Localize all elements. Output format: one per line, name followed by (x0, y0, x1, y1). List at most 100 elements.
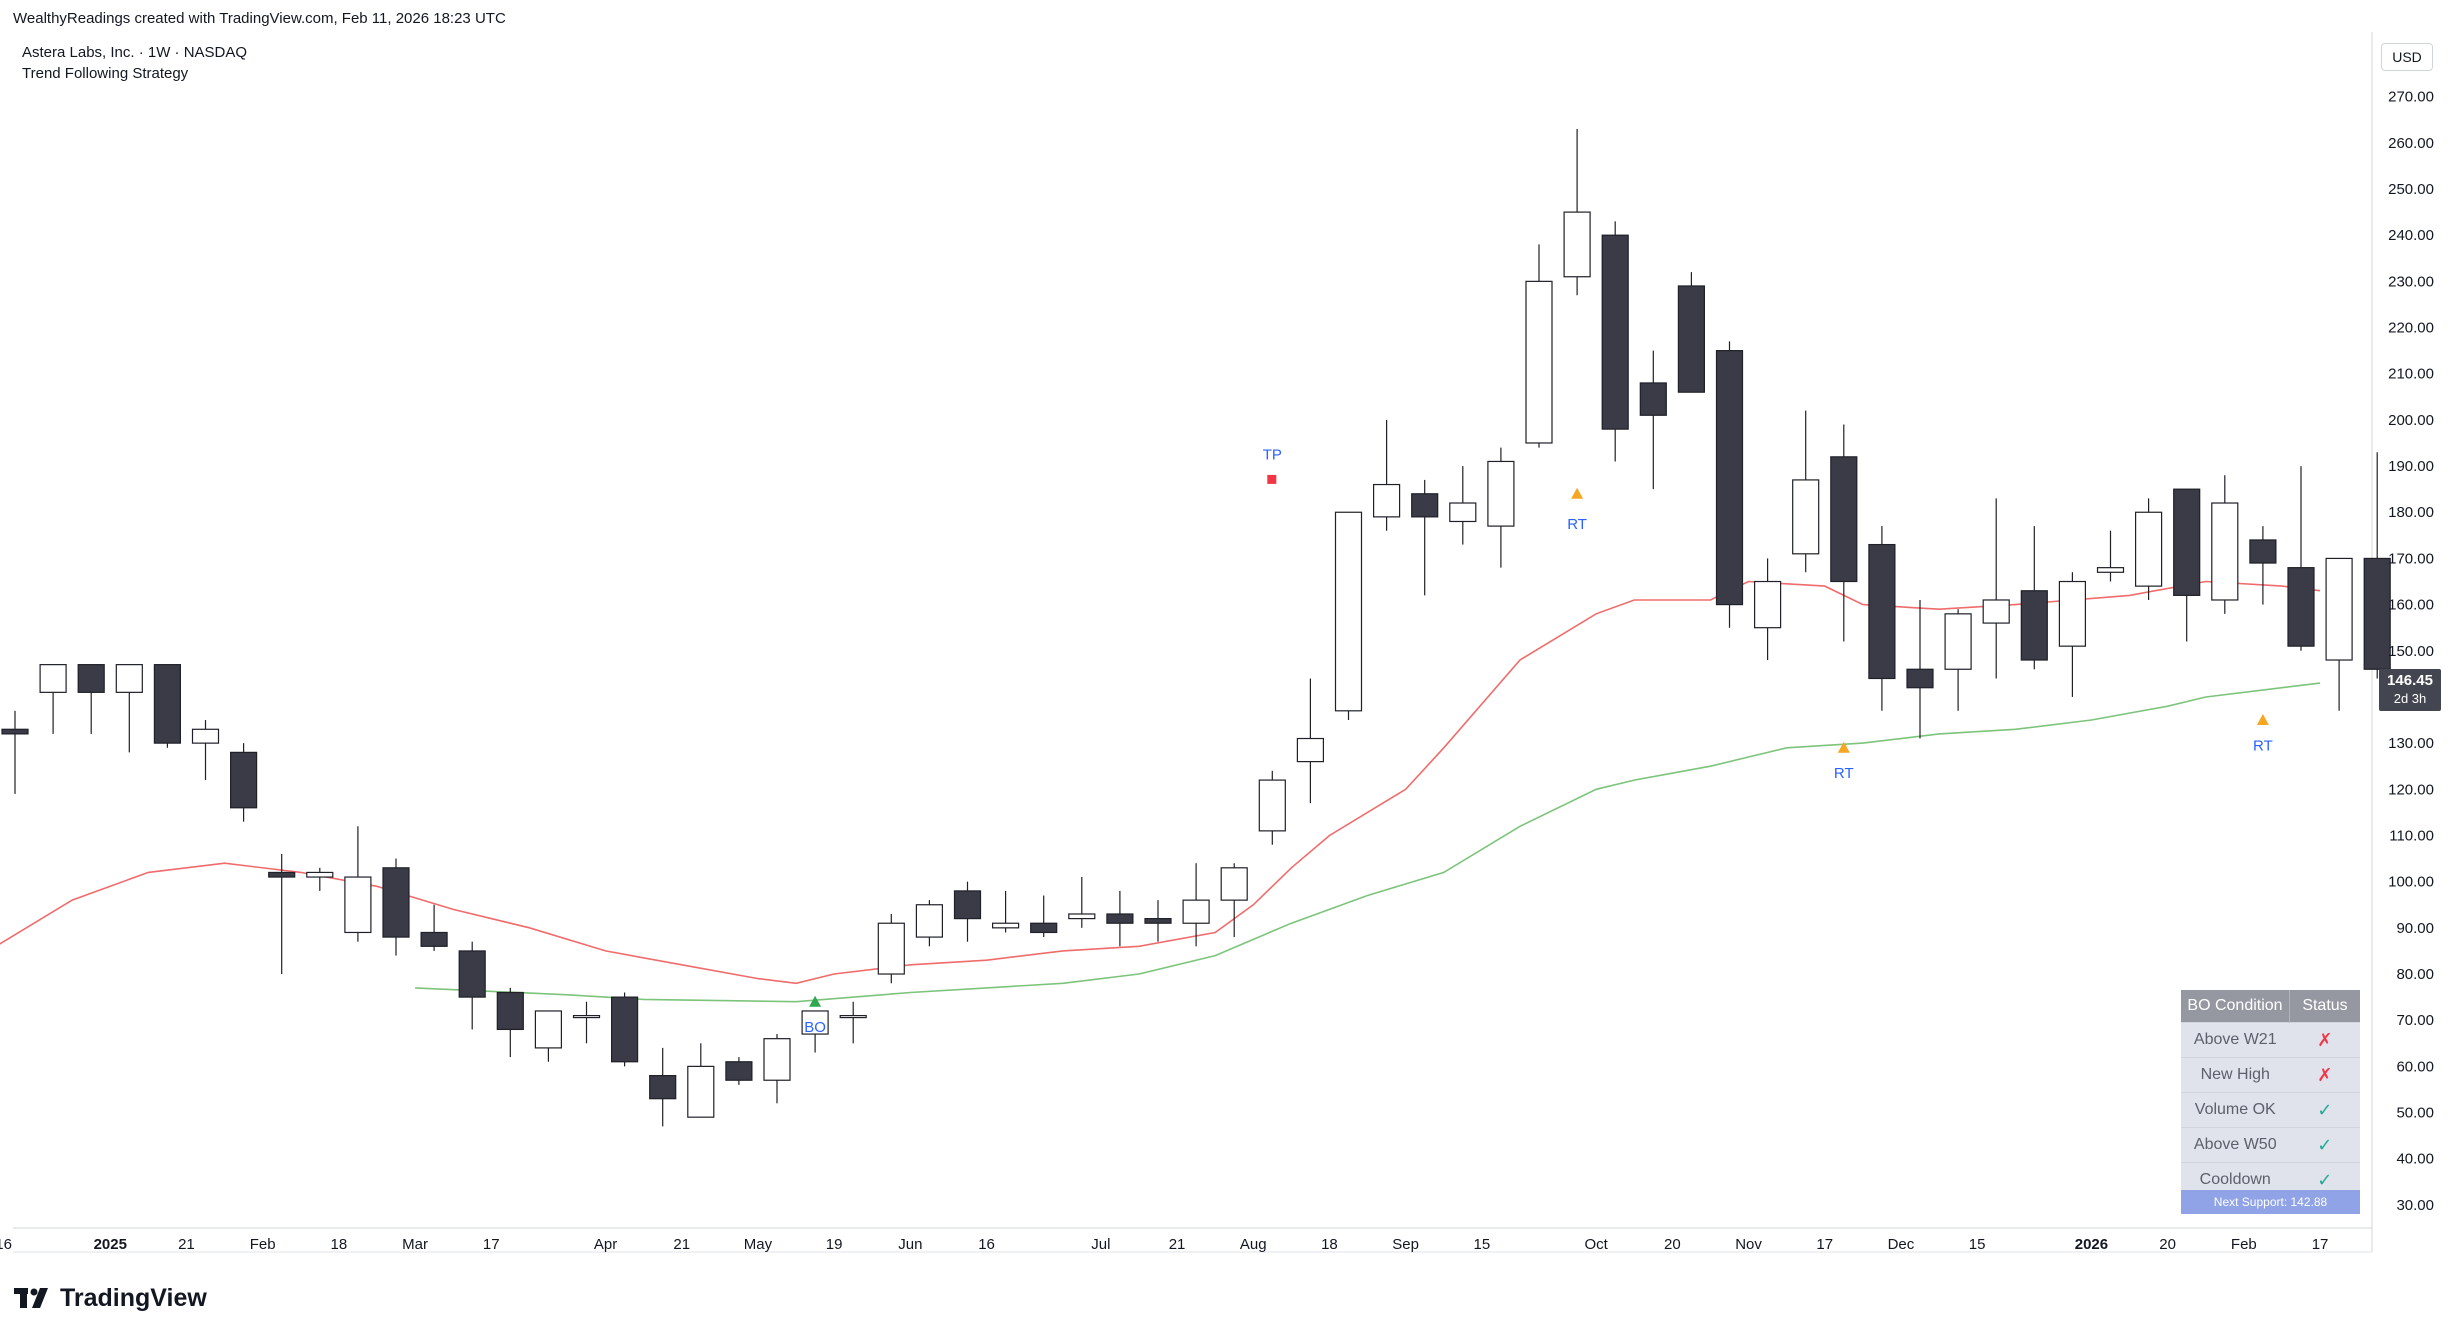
price-chart[interactable]: BO TP RT RT RT 30.00 40.00 50.00 60.00 70.00 80.0… (0, 0, 2454, 1260)
candle-body (1449, 502, 1477, 523)
time-tick-label: Oct (1584, 1236, 1608, 1253)
price-axis[interactable]: 30.00 40.00 50.00 60.00 70.00 80.00 90.00 100.0… (2388, 89, 2434, 1214)
candle-body (344, 876, 372, 934)
moving-averages (0, 580, 2321, 1003)
candle-body (1068, 913, 1096, 920)
candle-body (1944, 613, 1972, 670)
price-tick-label: 90.00 (2396, 920, 2434, 937)
candle-body (687, 1065, 715, 1118)
candle (1372, 419, 1401, 531)
time-tick-label: Aug (1240, 1236, 1267, 1253)
candle-body (2325, 557, 2353, 661)
time-tick-label: Apr (594, 1236, 617, 1253)
candle-body (1715, 350, 1744, 606)
signal-label: RT (1834, 765, 1854, 782)
signal-marker: TP (1263, 446, 1282, 484)
price-tick-label: 210.00 (2388, 366, 2434, 383)
candle-body (991, 922, 1020, 929)
candle (991, 890, 1020, 933)
time-tick-label: Dec (1888, 1236, 1915, 1253)
time-tick-label: May (744, 1236, 773, 1253)
candle (2363, 452, 2391, 679)
status-cross-icon: ✗ (2289, 1022, 2360, 1058)
time-tick-label: Nov (1735, 1236, 1762, 1253)
time-tick-label: 17 (1816, 1236, 1833, 1253)
tradingview-logo[interactable]: TradingView (14, 1283, 207, 1313)
signal-markers: BO TP RT RT RT (804, 446, 2273, 1036)
condition-label: Above W21 (2181, 1022, 2290, 1058)
price-tick-label: 110.00 (2389, 827, 2434, 844)
candle-body (877, 922, 905, 975)
price-tick-label: 260.00 (2388, 135, 2434, 152)
candle (1258, 770, 1286, 845)
candle-body (1677, 285, 1706, 393)
price-tick-label: 70.00 (2396, 1012, 2434, 1029)
candle (1334, 511, 1363, 721)
last-price-value: 146.45 (2387, 672, 2433, 689)
candle-body (1106, 913, 1134, 924)
candle-body (77, 664, 105, 693)
chart-frame (13, 32, 2373, 1253)
candle (1639, 350, 1667, 490)
signal-label: RT (2253, 738, 2273, 755)
time-tick-label: Feb (2231, 1236, 2257, 1253)
candle-body (1601, 234, 1629, 430)
condition-label: Volume OK (2181, 1092, 2290, 1128)
candle-body (1906, 668, 1934, 689)
candle-body (39, 664, 67, 693)
time-tick-label: 18 (1321, 1236, 1338, 1253)
candle-body (1296, 737, 1325, 763)
candle-body (268, 871, 296, 878)
time-tick-label: 2026 (2075, 1236, 2108, 1253)
time-tick-label: 20 (1664, 1236, 1681, 1253)
candle-body (1030, 922, 1058, 934)
candle-body (839, 1014, 867, 1019)
price-tick-label: 220.00 (2388, 320, 2434, 337)
strategy-legend[interactable]: Trend Following Strategy (22, 65, 189, 82)
candle-body (572, 1014, 601, 1019)
candle (1296, 678, 1325, 804)
candle-body (1830, 456, 1858, 583)
candle-body (1411, 493, 1439, 518)
candle-body (763, 1038, 791, 1081)
symbol-info[interactable]: Astera Labs, Inc. · 1W · NASDAQ (22, 44, 248, 61)
candle-body (1144, 918, 1172, 924)
currency-label[interactable]: USD (2381, 43, 2433, 71)
candle (649, 1047, 677, 1127)
time-axis[interactable]: 16 2025 21 Feb 18 Mar 17 Apr 21 May 19 Jun 16 Jul 21 Au… (0, 1236, 2328, 1253)
triangle-up-icon (1837, 741, 1850, 753)
candle-body (1487, 460, 1515, 527)
candle (2096, 530, 2125, 582)
candle-body (2363, 557, 2391, 670)
candle (687, 1043, 715, 1118)
time-tick-label: 16 (0, 1236, 12, 1253)
candle-body (1639, 382, 1667, 416)
candle-body (2211, 502, 2239, 601)
candle (191, 720, 220, 781)
flag-icon (1267, 474, 1277, 484)
table-row: Above W21 ✗ (2181, 1022, 2360, 1058)
price-tick-label: 230.00 (2388, 273, 2434, 290)
candle-body (1982, 599, 2010, 624)
candle (1944, 609, 1972, 711)
candle (1220, 863, 1248, 938)
triangle-up-icon (1571, 487, 1584, 499)
candle-body (496, 991, 524, 1031)
candle (1830, 424, 1858, 642)
time-tick-label: 2025 (94, 1236, 127, 1253)
table-row: Above W50 ✓ (2181, 1127, 2360, 1163)
bo-condition-table: BO Condition Status Above W21 ✗ New High… (2181, 990, 2360, 1197)
candle (2211, 475, 2239, 614)
candle-body (115, 664, 143, 693)
candle (1982, 498, 2010, 679)
price-tick-label: 270.00 (2388, 89, 2434, 106)
candle (1715, 341, 1744, 628)
signal-marker: RT (1834, 741, 1854, 782)
time-tick-label: 15 (1474, 1236, 1491, 1253)
candle (1411, 479, 1439, 596)
condition-label: New High (2181, 1057, 2290, 1093)
candle-body (153, 664, 181, 744)
time-tick-label: 15 (1969, 1236, 1986, 1253)
price-tick-label: 170.00 (2388, 550, 2434, 567)
candle-body (1563, 211, 1591, 278)
